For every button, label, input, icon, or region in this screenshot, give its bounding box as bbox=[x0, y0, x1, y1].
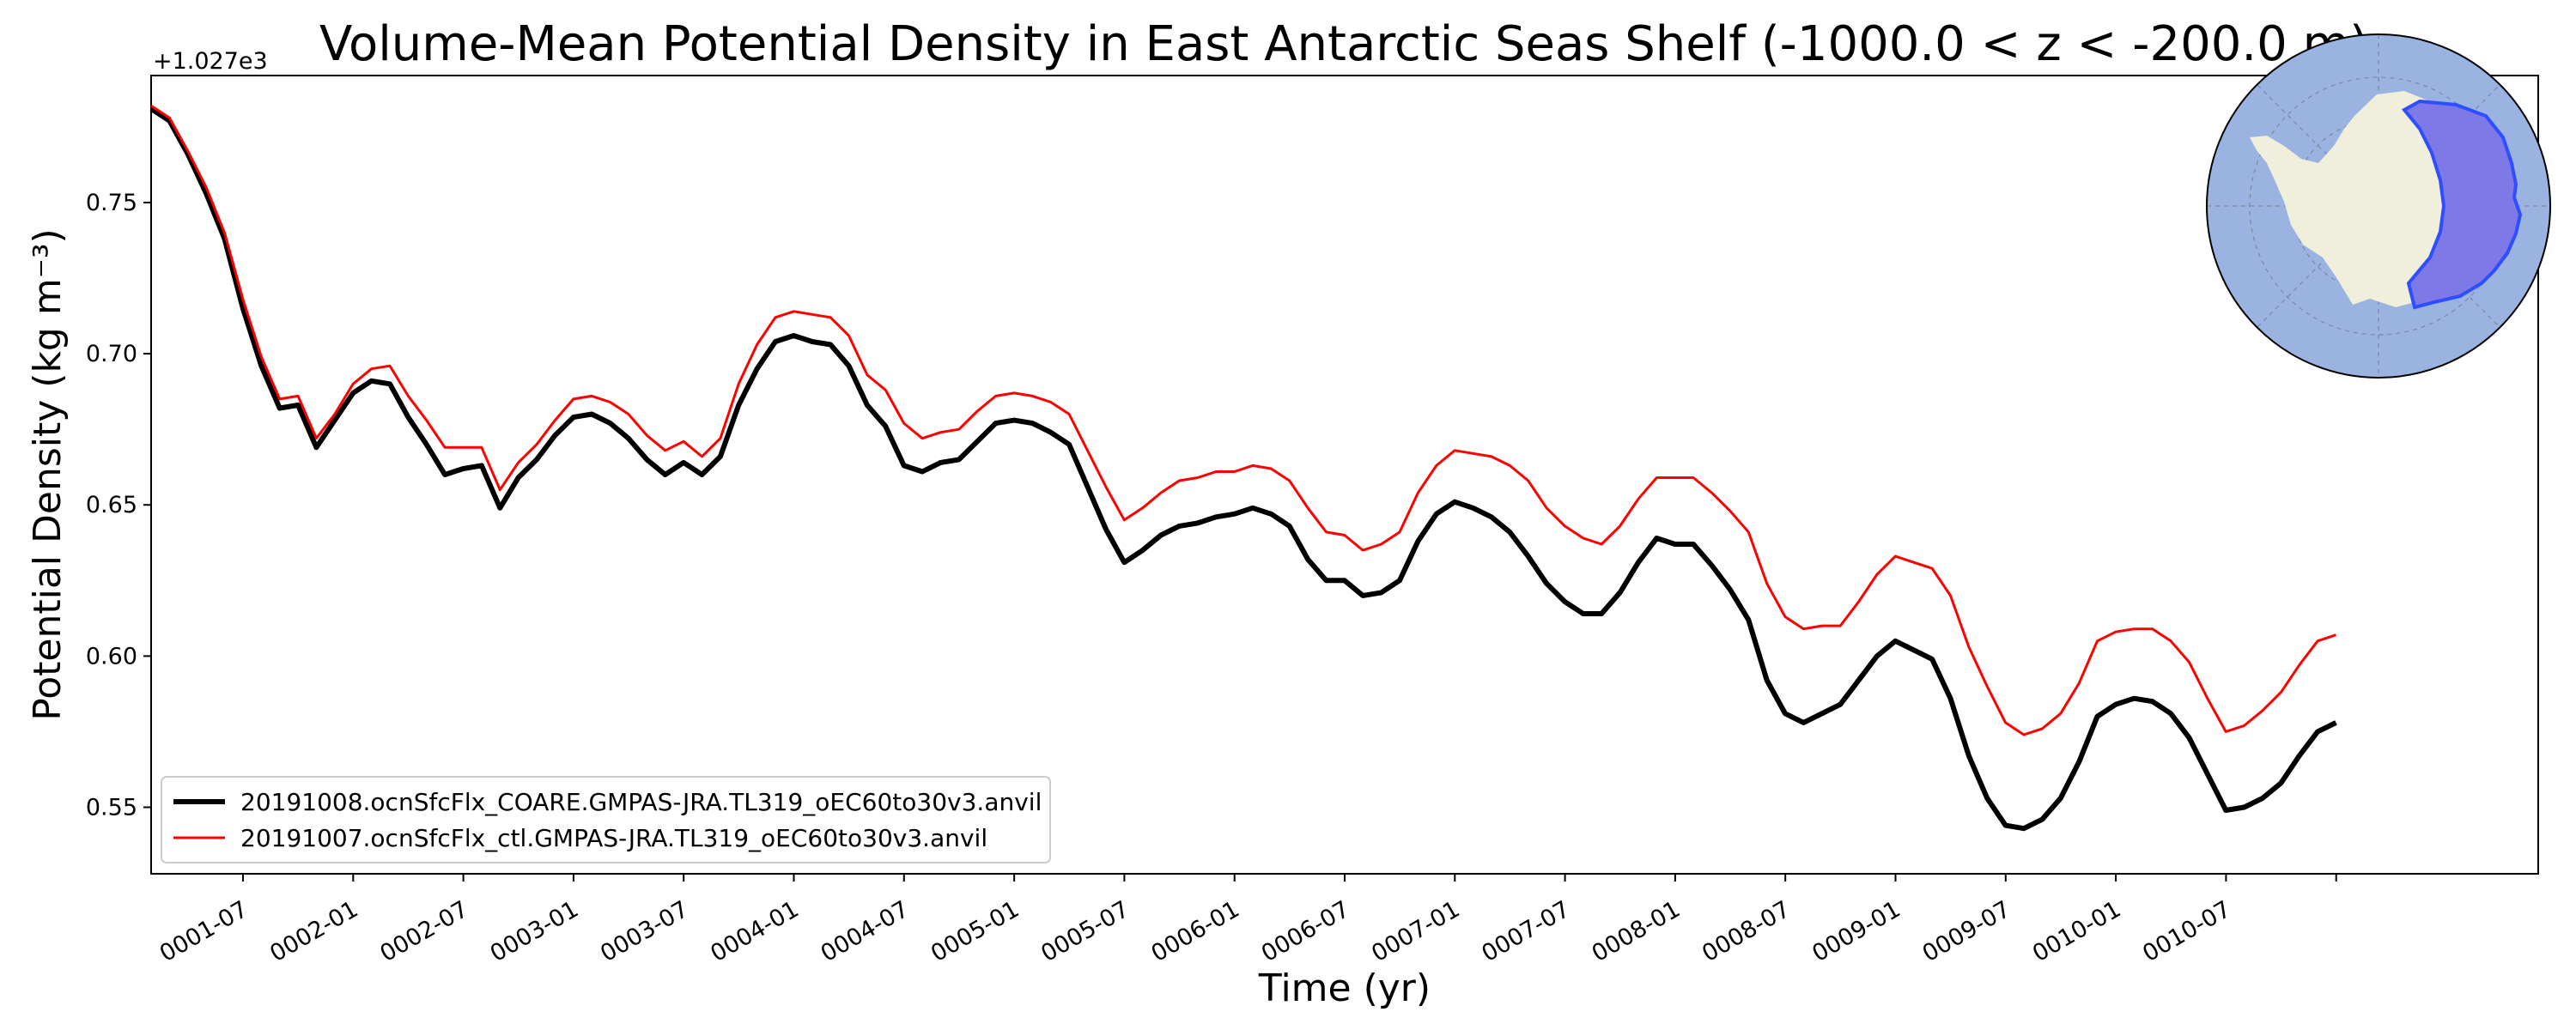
x-tick-label: 0006-01 bbox=[1147, 896, 1244, 967]
y-axis: 0.55 0.60 0.65 0.70 0.75 bbox=[86, 190, 151, 821]
x-tick-label: 0004-01 bbox=[706, 896, 803, 967]
plot-lines bbox=[149, 104, 2337, 832]
x-tick-label: 0008-07 bbox=[1698, 896, 1795, 967]
x-tick-label: 0002-01 bbox=[265, 896, 362, 967]
y-tick-label: 0.60 bbox=[86, 643, 137, 670]
y-tick-label: 0.75 bbox=[86, 190, 137, 216]
x-tick-label: 0008-01 bbox=[1588, 896, 1685, 967]
map-border bbox=[2206, 33, 2551, 379]
series-line-1 bbox=[149, 106, 2337, 832]
antarctica-land bbox=[2250, 91, 2454, 307]
x-tick-label: 0010-07 bbox=[2138, 896, 2235, 967]
x-tick-label: 0002-07 bbox=[376, 896, 473, 967]
series-line-2 bbox=[150, 104, 2336, 736]
y-tick-label: 0.70 bbox=[86, 341, 137, 367]
x-tick-label: 0005-01 bbox=[927, 896, 1024, 967]
legend: 20191008.ocnSfcFlx_COARE.GMPAS-JRA.TL319… bbox=[161, 776, 1051, 863]
x-tick-label: 0003-01 bbox=[486, 896, 583, 967]
x-tick-label: 0009-07 bbox=[1918, 896, 2015, 967]
x-tick-label: 0004-07 bbox=[817, 896, 914, 967]
y-tick-label: 0.65 bbox=[86, 492, 137, 518]
east-antarctic-shelf-region bbox=[2401, 99, 2523, 310]
x-tick-label: 0010-01 bbox=[2028, 896, 2125, 967]
x-tick-label: 0003-07 bbox=[596, 896, 693, 967]
y-axis-label: Potential Density (kg m⁻³) bbox=[26, 228, 70, 720]
x-tick-label: 0006-07 bbox=[1257, 896, 1354, 967]
x-axis: 0001-07 0002-01 0002-07 0003-01 0003-07 0004-… bbox=[155, 874, 2337, 967]
y-offset-label: +1.027e3 bbox=[153, 48, 268, 75]
chart-title: Volume-Mean Potential Density in East An… bbox=[319, 16, 2368, 72]
x-tick-label: 0007-01 bbox=[1367, 896, 1464, 967]
inset-map bbox=[2206, 33, 2551, 379]
x-tick-label: 0009-01 bbox=[1807, 896, 1905, 967]
x-tick-label: 0007-07 bbox=[1478, 896, 1575, 967]
y-tick-label: 0.55 bbox=[86, 795, 137, 821]
x-axis-label: Time (yr) bbox=[1258, 966, 1431, 1010]
x-tick-label: 0005-07 bbox=[1036, 896, 1133, 967]
legend-label-series-2: 20191007.ocnSfcFlx_ctl.GMPAS-JRA.TL319_o… bbox=[240, 824, 987, 852]
legend-box bbox=[161, 776, 1051, 863]
x-tick-label: 0001-07 bbox=[155, 896, 252, 967]
legend-label-series-1: 20191008.ocnSfcFlx_COARE.GMPAS-JRA.TL319… bbox=[240, 788, 1042, 816]
